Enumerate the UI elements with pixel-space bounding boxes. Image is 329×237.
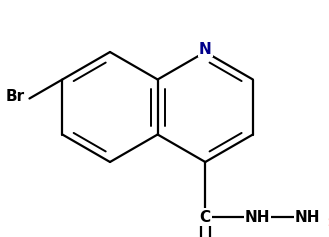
Text: N: N: [199, 41, 212, 56]
Text: C: C: [200, 210, 211, 224]
Text: NH: NH: [295, 210, 320, 224]
Text: Br: Br: [5, 89, 24, 104]
Text: NH: NH: [245, 210, 270, 224]
Text: 2: 2: [327, 218, 329, 228]
